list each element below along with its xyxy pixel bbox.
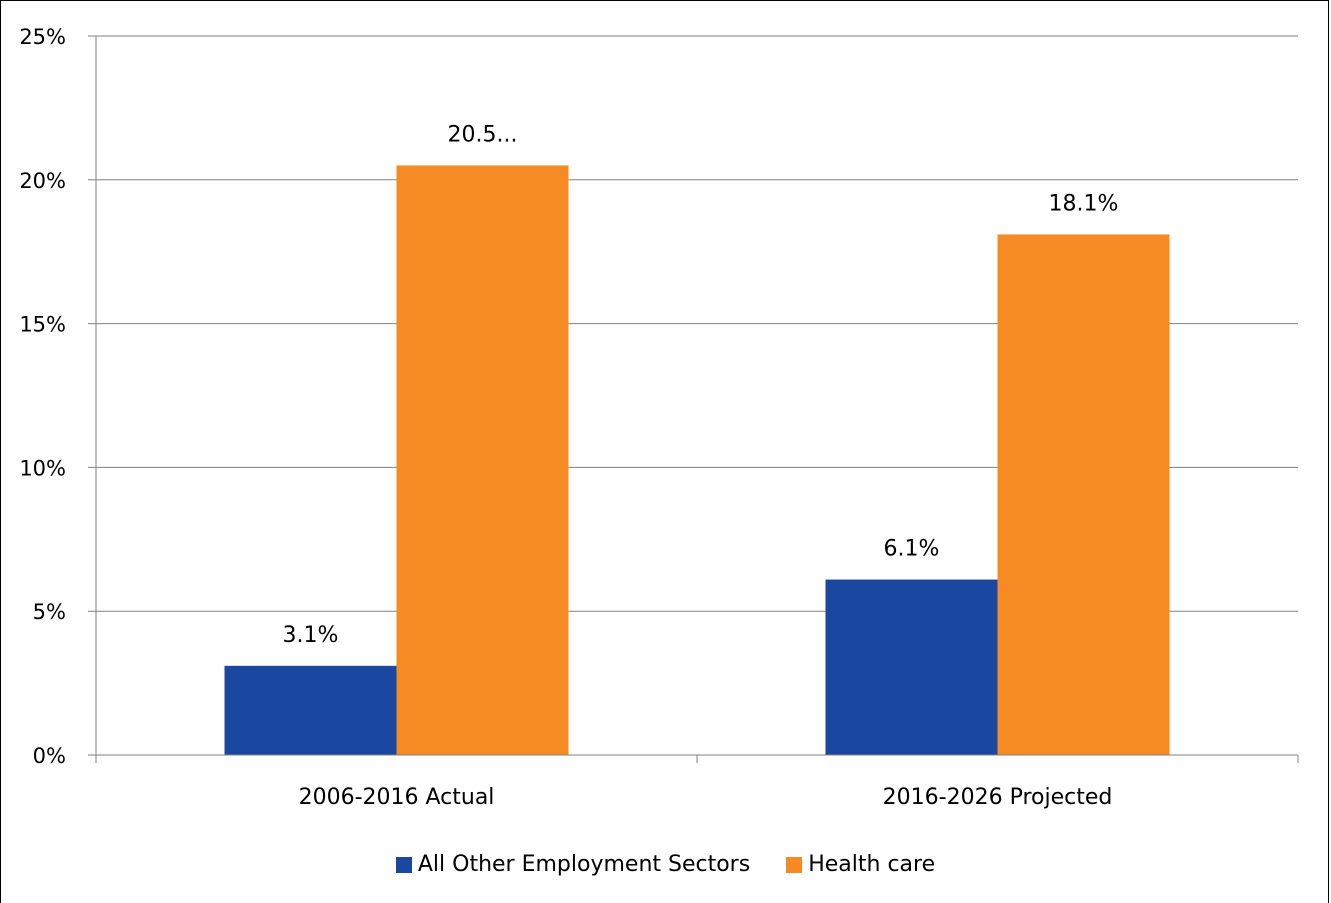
- bar: [224, 665, 397, 755]
- legend-swatch-health-care: [786, 856, 803, 873]
- bar: [825, 579, 998, 755]
- legend-swatch-all-other: [395, 856, 412, 873]
- y-tick-label: 5%: [33, 600, 66, 624]
- y-tick-label: 20%: [19, 169, 66, 193]
- bar: [396, 165, 569, 756]
- x-category-label: 2006-2016 Actual: [299, 785, 495, 810]
- y-tick-label: 0%: [33, 744, 66, 768]
- data-label: 18.1%: [1049, 191, 1119, 216]
- bar: [997, 234, 1170, 756]
- y-tick-label: 10%: [19, 456, 66, 480]
- x-category-label: 2016-2026 Projected: [883, 785, 1113, 810]
- data-label: 6.1%: [884, 537, 940, 562]
- legend-item-health-care: Health care: [786, 852, 935, 877]
- y-tick-label: 15%: [19, 313, 66, 337]
- legend-item-all-other: All Other Employment Sectors: [395, 852, 751, 877]
- data-label: 20.5...: [448, 122, 518, 147]
- legend-label-health-care: Health care: [808, 852, 936, 877]
- legend-label-all-other: All Other Employment Sectors: [417, 852, 751, 877]
- data-label: 3.1%: [283, 623, 339, 648]
- y-tick-label: 25%: [19, 25, 66, 49]
- legend: All Other Employment Sectors Health care: [0, 852, 1331, 877]
